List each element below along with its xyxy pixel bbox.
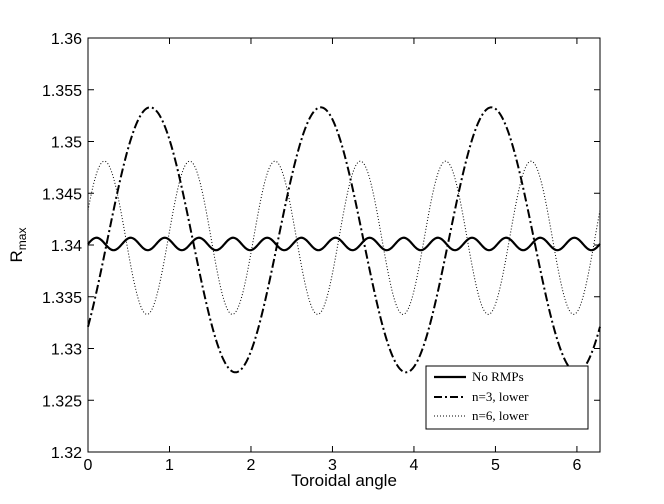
svg-text:Rmax: Rmax bbox=[7, 228, 29, 263]
y-axis-label-sub: max bbox=[15, 228, 29, 251]
y-tick-label: 1.33 bbox=[51, 342, 82, 359]
y-tick-label: 1.34 bbox=[51, 238, 82, 255]
x-tick-label: 5 bbox=[491, 457, 500, 474]
x-tick-label: 0 bbox=[84, 457, 93, 474]
legend: No RMPs n=3, lower n=6, lower bbox=[425, 365, 589, 430]
y-tick-label: 1.325 bbox=[42, 393, 82, 410]
series-line-0 bbox=[87, 236, 601, 252]
y-tick-label: 1.345 bbox=[42, 186, 82, 203]
y-axis-label-main: R bbox=[7, 250, 26, 262]
y-tick-label: 1.35 bbox=[51, 135, 82, 152]
tick-labels-layer: 0 1 2 3 4 5 6 1.32 1.325 1.33 1.335 1.34 1.345 1.35 1.… bbox=[42, 31, 582, 474]
y-axis-label: Rmax bbox=[7, 228, 29, 263]
series-line-1 bbox=[87, 106, 601, 374]
x-tick-label: 3 bbox=[328, 457, 337, 474]
ticks-layer bbox=[87, 37, 600, 453]
y-tick-label: 1.32 bbox=[51, 445, 82, 462]
legend-label-no-rmps: No RMPs bbox=[472, 369, 524, 384]
legend-label-n6-lower: n=6, lower bbox=[472, 408, 529, 423]
y-tick-label: 1.355 bbox=[42, 83, 82, 100]
x-tick-label: 6 bbox=[572, 457, 581, 474]
x-tick-label: 2 bbox=[247, 457, 256, 474]
x-tick-label: 1 bbox=[165, 457, 174, 474]
series-layer bbox=[87, 106, 601, 374]
y-tick-label: 1.335 bbox=[42, 290, 82, 307]
y-tick-label: 1.36 bbox=[51, 31, 82, 48]
legend-label-n3-lower: n=3, lower bbox=[472, 389, 529, 404]
x-tick-label: 4 bbox=[409, 457, 418, 474]
x-axis-label: Toroidal angle bbox=[291, 471, 397, 490]
